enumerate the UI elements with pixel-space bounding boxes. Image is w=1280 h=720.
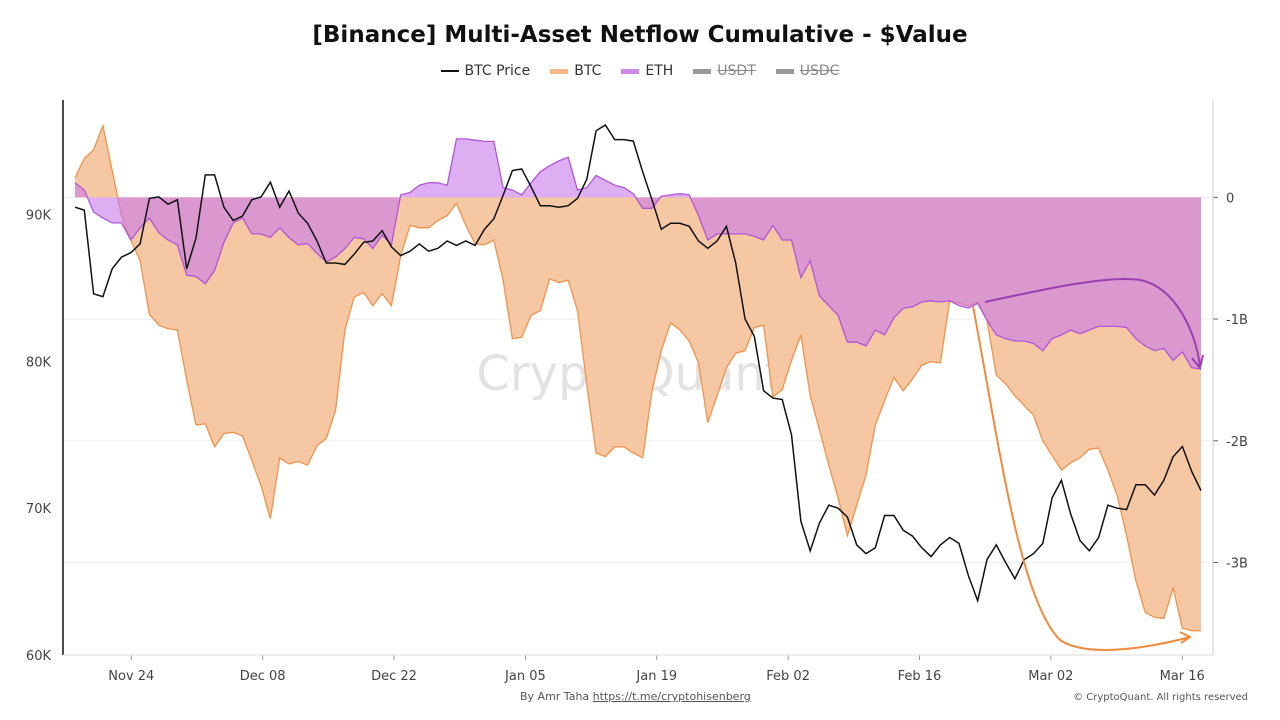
x-tick-label: Dec 22	[371, 669, 417, 684]
x-tick-label: Jan 19	[635, 669, 677, 684]
eth-annotation-arrow	[984, 277, 1201, 367]
eth-arrowhead	[1191, 354, 1204, 371]
x-tick-label: Feb 02	[766, 669, 810, 684]
legend-item-eth[interactable]: ETH	[621, 63, 673, 79]
x-tick-label: Jan 05	[504, 669, 546, 684]
author-link[interactable]: https://t.me/cryptohisenberg	[592, 690, 751, 703]
x-tick-label: Nov 24	[108, 669, 154, 684]
copyright: © CryptoQuant. All rights reserved	[1073, 692, 1248, 703]
btc-arrowhead	[1179, 631, 1192, 644]
right-tick-label: -2B	[1226, 435, 1248, 450]
btc-annotation-arrow	[972, 305, 1191, 651]
legend-label: BTC Price	[464, 63, 531, 79]
btc-price-line	[74, 123, 1202, 604]
legend: BTC Price BTC ETH USDT USDC	[0, 63, 1280, 79]
right-tick-label: 0	[1226, 191, 1234, 206]
x-tick-label: Dec 08	[240, 669, 286, 684]
author-text: By Amr Taha	[520, 690, 590, 703]
legend-swatch	[775, 68, 794, 74]
btc-line	[74, 123, 1201, 632]
right-tick-label: -3B	[1226, 557, 1248, 572]
legend-label: USDT	[717, 63, 756, 79]
footer-author: By Amr Taha https://t.me/cryptohisenberg	[520, 690, 751, 703]
left-tick-label: 80K	[26, 355, 52, 370]
legend-item-btc-price[interactable]: BTC Price	[440, 63, 531, 79]
eth-line	[74, 138, 1202, 370]
left-tick-label: 90K	[26, 209, 52, 224]
legend-label: BTC	[574, 63, 602, 79]
chart-title: [Binance] Multi-Asset Netflow Cumulative…	[312, 22, 968, 48]
legend-item-btc[interactable]: BTC	[550, 63, 601, 79]
left-tick-label: 70K	[26, 502, 52, 517]
legend-label: ETH	[645, 63, 674, 79]
legend-swatch	[621, 68, 640, 74]
x-tick-label: Mar 02	[1028, 669, 1073, 684]
left-tick-label: 60K	[26, 649, 52, 664]
x-tick-label: Mar 16	[1160, 669, 1205, 684]
x-tick-label: Feb 16	[898, 669, 942, 684]
legend-swatch	[693, 68, 712, 74]
legend-item-usdt[interactable]: USDT	[693, 63, 756, 79]
legend-swatch	[550, 68, 569, 74]
right-tick-label: -1B	[1226, 313, 1248, 328]
legend-swatch	[440, 70, 459, 72]
legend-item-usdc[interactable]: USDC	[775, 63, 840, 79]
eth-area	[75, 138, 1201, 369]
legend-label: USDC	[799, 63, 840, 79]
